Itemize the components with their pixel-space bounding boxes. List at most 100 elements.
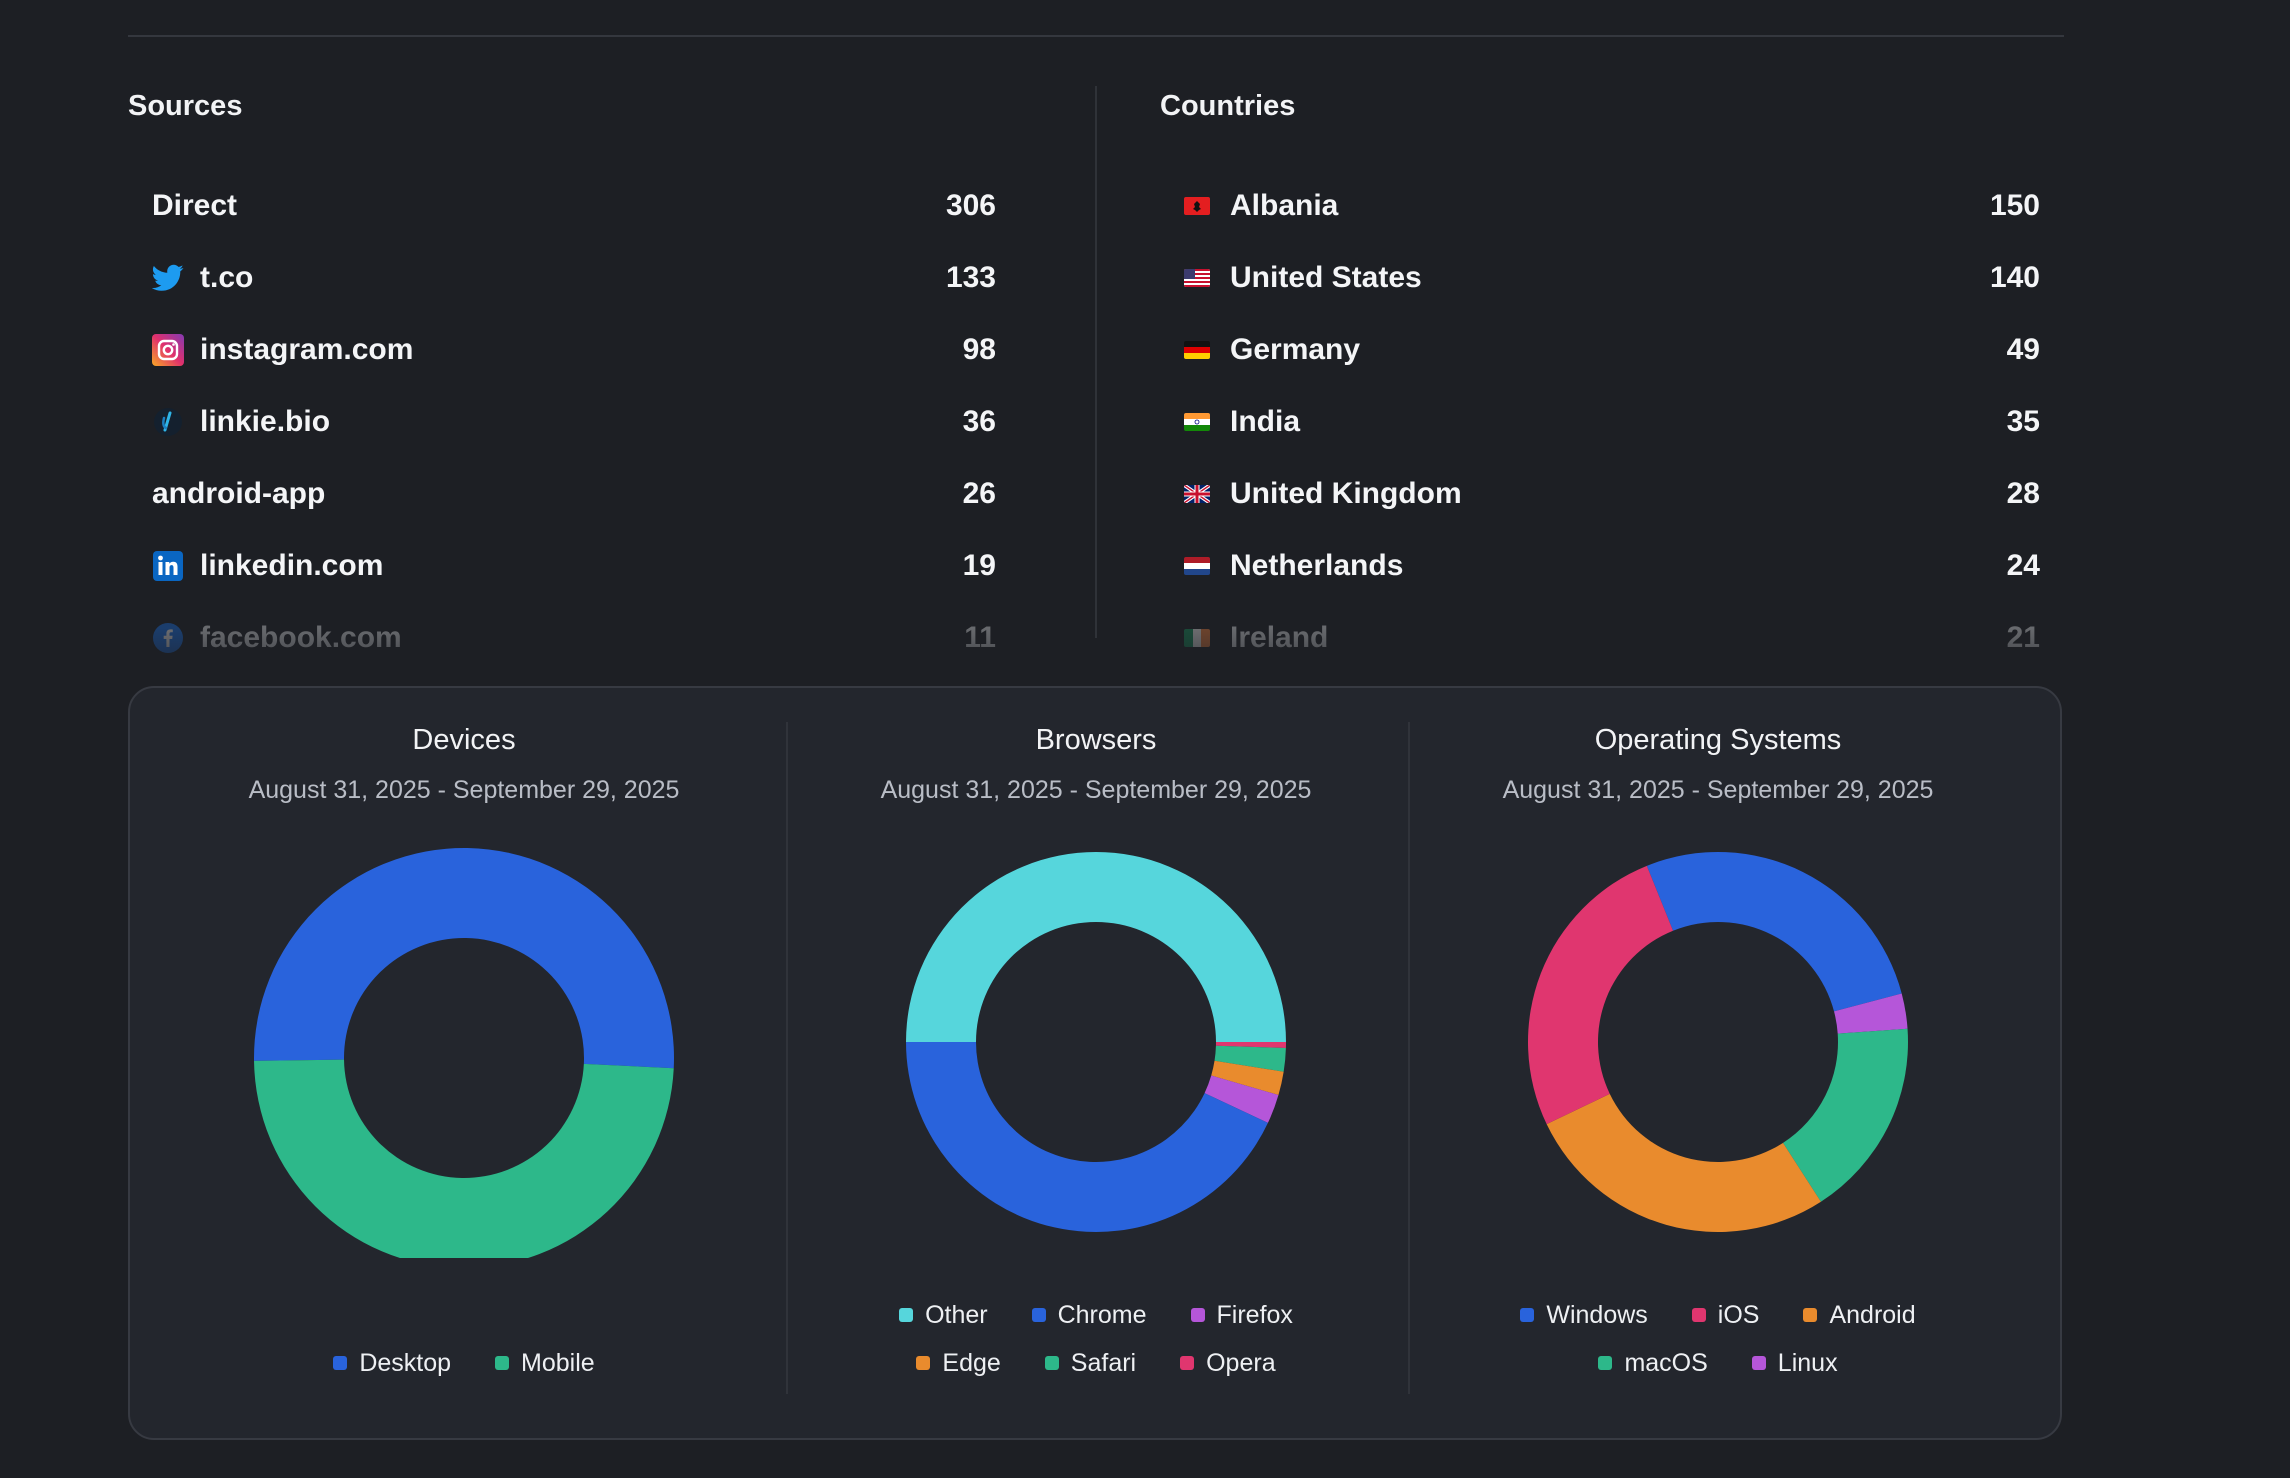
legend-swatch [495,1356,510,1370]
country-row-united-states[interactable]: United States 140 [1160,242,2040,314]
slice-linux[interactable] [1834,993,1908,1034]
legend-swatch [1180,1356,1195,1370]
legend-item-desktop[interactable]: Desktop [333,1348,451,1378]
legend-label: Other [925,1300,988,1329]
legend-swatch [899,1308,914,1322]
legend-label: Windows [1546,1300,1648,1329]
albania-flag-icon [1184,197,1210,215]
legend-item-chrome[interactable]: Chrome [1031,1300,1147,1330]
country-row-albania[interactable]: Albania 150 [1160,170,2040,242]
browsers-chart: Browsers August 31, 2025 - September 29,… [786,688,1406,1438]
legend-item-safari[interactable]: Safari [1044,1348,1136,1378]
country-count: 24 [2006,549,2040,582]
legend-item-macos[interactable]: macOS [1598,1348,1708,1378]
legend-swatch [1691,1308,1706,1322]
legend-item-firefox[interactable]: Firefox [1190,1300,1293,1330]
source-label: t.co [200,261,254,294]
legend-item-ios[interactable]: iOS [1691,1300,1759,1330]
legend-label: Edge [942,1348,1001,1377]
slice-desktop[interactable] [254,847,674,1069]
legend-item-android[interactable]: Android [1803,1300,1916,1330]
country-count: 28 [2006,477,2040,510]
us-flag-icon [1184,269,1210,287]
legend-swatch [1031,1308,1046,1322]
source-row-linkie[interactable]: linkie.bio 36 [128,386,996,458]
slice-windows[interactable] [1646,852,1902,1012]
legend-item-linux[interactable]: Linux [1751,1348,1838,1378]
os-donut[interactable] [1408,838,2028,1258]
source-row-linkedin[interactable]: linkedin.com 19 [128,530,996,602]
country-label: United States [1230,261,1422,294]
source-label: Direct [152,189,238,222]
legend-swatch [1803,1308,1818,1322]
source-row-android-app[interactable]: android-app 26 [128,458,996,530]
os-legend: Windows iOS Android macOS Linux [1478,1300,1958,1378]
source-label: instagram.com [200,333,414,366]
chart-title: Browsers [1035,724,1157,756]
source-label: android-app [152,477,326,510]
source-row-tco[interactable]: t.co 133 [128,242,996,314]
legend-label: macOS [1624,1348,1708,1377]
devices-chart: Devices August 31, 2025 - September 29, … [154,688,774,1438]
chart-title: Devices [412,724,516,756]
source-count: 26 [962,477,996,510]
slice-mobile[interactable] [254,1059,674,1258]
legend-swatch [1520,1308,1535,1322]
country-row-india[interactable]: India 35 [1160,386,2040,458]
countries-list[interactable]: Albania 150 United States 140 Germany 49 [1160,170,2064,688]
legend-label: Firefox [1216,1300,1293,1329]
slice-opera[interactable] [1215,1042,1286,1048]
sources-title: Sources [128,90,243,122]
panel-divider [1095,86,1097,638]
source-row-instagram[interactable]: instagram.com 98 [128,314,996,386]
slice-chrome[interactable] [906,1042,1268,1232]
country-count: 49 [2006,333,2040,366]
country-count: 150 [1989,189,2040,222]
countries-panel: Countries Albania 150 United States 140 … [1160,80,2064,688]
country-label: Albania [1230,189,1339,222]
source-label: linkedin.com [200,549,384,582]
source-label: linkie.bio [200,405,331,438]
slice-other[interactable] [906,852,1286,1042]
legend-swatch [333,1356,348,1370]
slice-edge[interactable] [1211,1060,1284,1096]
legend-item-edge[interactable]: Edge [916,1348,1001,1378]
country-row-germany[interactable]: Germany 49 [1160,314,2040,386]
source-row-direct[interactable]: Direct 306 [128,170,996,242]
devices-donut[interactable] [154,838,774,1258]
slice-android[interactable] [1546,1093,1821,1232]
country-label: United Kingdom [1230,477,1462,510]
country-row-netherlands[interactable]: Netherlands 24 [1160,530,2040,602]
legend-swatch [916,1356,931,1370]
source-label: facebook.com [200,621,402,654]
slice-safari[interactable] [1214,1045,1286,1072]
browsers-donut[interactable] [786,838,1406,1258]
legend-item-mobile[interactable]: Mobile [495,1348,595,1378]
sources-list[interactable]: Direct 306 t.co 133 [128,170,1096,688]
country-row-united-kingdom[interactable]: United Kingdom 28 [1160,458,2040,530]
source-count: 306 [945,189,996,222]
legend-item-opera[interactable]: Opera [1180,1348,1276,1378]
slice-firefox[interactable] [1204,1075,1279,1123]
country-label: Netherlands [1230,549,1404,582]
legend-item-windows[interactable]: Windows [1520,1300,1648,1330]
country-label: Ireland [1230,621,1329,654]
chart-date-range: August 31, 2025 - September 29, 2025 [248,776,680,804]
slice-macos[interactable] [1783,1028,1908,1202]
country-label: Germany [1230,333,1361,366]
country-count: 21 [2006,621,2040,654]
os-chart: Operating Systems August 31, 2025 - Sept… [1408,688,2028,1438]
legend-swatch [1190,1308,1205,1322]
legend-label: Desktop [359,1348,452,1377]
legend-label: Mobile [521,1348,595,1377]
chart-date-range: August 31, 2025 - September 29, 2025 [880,776,1312,804]
legend-label: Chrome [1057,1300,1147,1329]
slice-ios[interactable] [1528,865,1674,1125]
ireland-flag-icon [1184,629,1210,647]
legend-item-other[interactable]: Other [899,1300,988,1330]
country-row-ireland[interactable]: Ireland 21 [1160,602,2040,674]
source-row-facebook[interactable]: facebook.com 11 [128,602,996,674]
chart-divider [786,722,788,1394]
linkedin-icon [152,550,184,582]
